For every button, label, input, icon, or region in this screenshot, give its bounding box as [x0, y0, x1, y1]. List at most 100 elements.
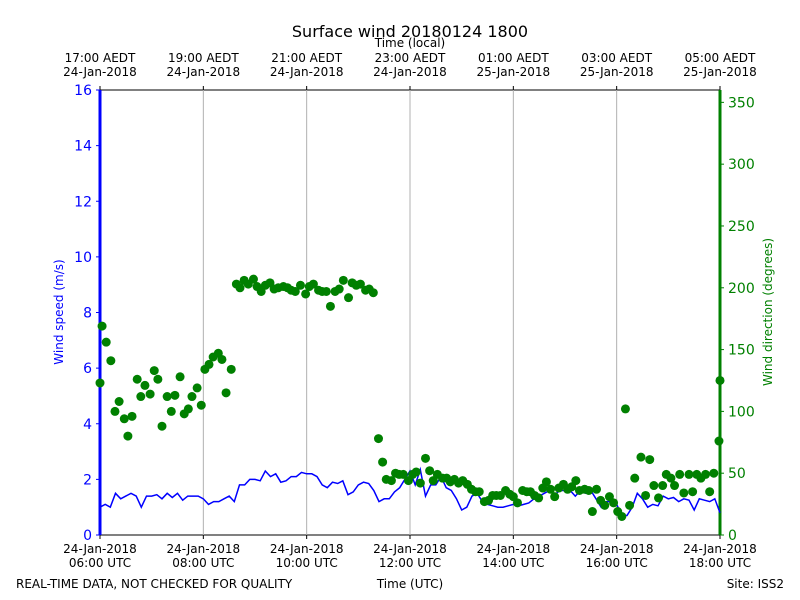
x2-axis-label: Time (local) [374, 36, 446, 50]
direction-point [550, 492, 560, 502]
direction-point [308, 279, 318, 289]
direction-point [620, 404, 630, 414]
x2-tick-label: 17:00 AEDT 24-Jan-2018 [63, 51, 137, 79]
y2-tick-label: 250 [728, 219, 755, 235]
y2-tick-label: 100 [728, 404, 755, 420]
y-tick-label: 8 [83, 306, 92, 322]
y-tick-label: 12 [74, 194, 92, 210]
y-tick-label: 16 [74, 83, 92, 99]
direction-point [688, 487, 698, 497]
direction-point [301, 289, 311, 299]
direction-point [149, 366, 159, 376]
direction-point [192, 383, 202, 393]
direction-point [658, 481, 668, 491]
direction-point [334, 284, 344, 294]
direction-point [386, 476, 396, 486]
direction-point [630, 473, 640, 483]
y2-tick-label: 350 [728, 95, 755, 111]
direction-point [645, 455, 655, 465]
x2-tick-label: 21:00 AEDT 24-Jan-2018 [270, 51, 344, 79]
direction-point [378, 457, 388, 467]
x2-tick-label: 03:00 AEDT 25-Jan-2018 [580, 51, 654, 79]
y2-axis-label: Wind direction (degrees) [761, 238, 775, 386]
direction-point [175, 372, 185, 382]
direction-point [153, 374, 163, 384]
direction-point [325, 301, 335, 311]
x-tick-label: 24-Jan-2018 08:00 UTC [167, 542, 241, 570]
direction-point [114, 397, 124, 406]
direction-point [411, 467, 421, 477]
direction-point [534, 493, 544, 503]
direction-point [654, 493, 664, 503]
x2-tick-label: 01:00 AEDT 25-Jan-2018 [477, 51, 551, 79]
chart-title: Surface wind 20180124 1800 [292, 22, 528, 41]
direction-point [217, 354, 227, 364]
direction-point [474, 487, 484, 497]
direction-point [183, 404, 193, 414]
direction-point [119, 414, 129, 424]
x2-tick-label: 19:00 AEDT 24-Jan-2018 [167, 51, 241, 79]
direction-point [338, 275, 348, 285]
y2-tick-label: 300 [728, 157, 755, 173]
direction-point [106, 356, 116, 366]
direction-point [157, 421, 167, 431]
direction-point [368, 288, 378, 298]
direction-point [132, 374, 142, 384]
footer-note: REAL-TIME DATA, NOT CHECKED FOR QUALITY [16, 577, 293, 591]
x-tick-label: 24-Jan-2018 12:00 UTC [373, 542, 447, 570]
x-tick-label: 24-Jan-2018 06:00 UTC [63, 542, 137, 570]
direction-point [136, 392, 146, 402]
direction-point [546, 484, 556, 494]
direction-point [705, 487, 715, 497]
direction-point [221, 388, 231, 398]
direction-point [636, 452, 646, 462]
direction-point [290, 286, 300, 296]
direction-point [145, 389, 155, 399]
direction-point [95, 378, 105, 388]
direction-point [196, 400, 206, 410]
direction-point [398, 469, 408, 479]
direction-point [675, 469, 685, 479]
direction-point [321, 286, 331, 296]
direction-point [425, 466, 435, 476]
direction-point [204, 359, 214, 369]
direction-point [684, 469, 694, 479]
y-tick-label: 2 [83, 472, 92, 488]
direction-point [541, 477, 551, 487]
site-label: Site: ISS2 [727, 577, 784, 591]
direction-point [170, 390, 180, 400]
direction-point [415, 478, 425, 488]
direction-point [127, 411, 137, 421]
y-tick-label: 10 [74, 250, 92, 266]
direction-point [123, 431, 133, 441]
direction-point [649, 481, 659, 491]
direction-point [584, 486, 594, 495]
y-tick-label: 14 [74, 139, 92, 155]
y-tick-label: 4 [83, 417, 92, 433]
direction-point [714, 436, 724, 446]
direction-point [609, 498, 619, 508]
x-tick-label: 24-Jan-2018 16:00 UTC [580, 542, 654, 570]
direction-point [110, 406, 120, 416]
direction-point [587, 507, 597, 517]
direction-point [295, 280, 305, 290]
y2-tick-label: 50 [728, 466, 746, 482]
direction-point [162, 392, 172, 402]
direction-point [592, 484, 602, 494]
x2-tick-label: 05:00 AEDT 25-Jan-2018 [683, 51, 757, 79]
direction-point [571, 476, 581, 486]
direction-point [641, 490, 651, 500]
direction-point [666, 473, 676, 483]
direction-point [679, 488, 689, 498]
direction-point [373, 434, 383, 444]
direction-point [600, 500, 610, 510]
x2-tick-label: 23:00 AEDT 24-Jan-2018 [373, 51, 447, 79]
direction-point [187, 392, 197, 402]
direction-point [715, 375, 725, 385]
x-axis-label: Time (UTC) [376, 577, 443, 591]
x-tick-label: 24-Jan-2018 18:00 UTC [683, 542, 757, 570]
y2-tick-label: 150 [728, 343, 755, 359]
direction-point [140, 380, 150, 390]
direction-point [101, 337, 111, 347]
